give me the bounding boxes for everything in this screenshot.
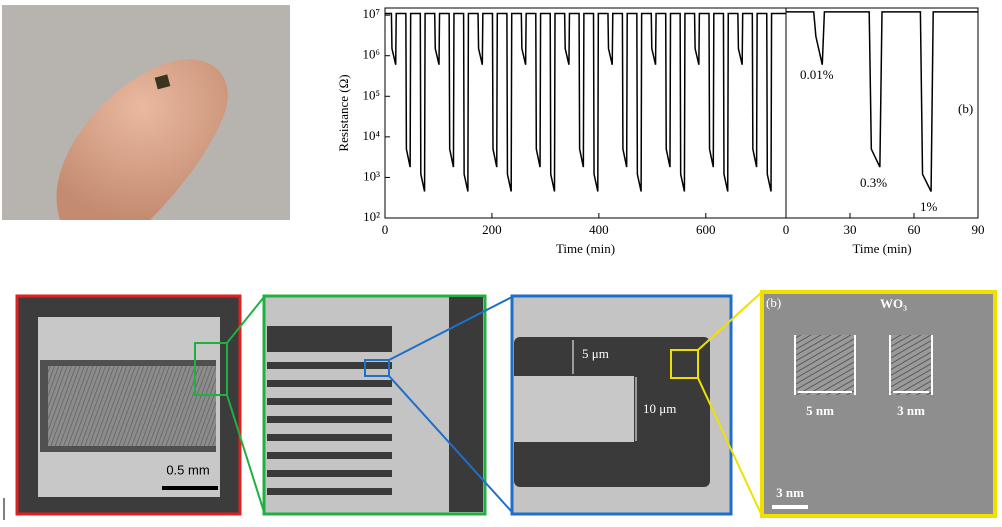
fringe-label: 5 nm — [806, 403, 834, 418]
data-line — [786, 11, 978, 192]
x-axis-label: Time (min) — [852, 241, 911, 256]
panel-label: (b) — [766, 295, 781, 310]
x-tick-label: 400 — [589, 222, 609, 237]
x-tick-label: 60 — [908, 222, 921, 237]
annotation: 0.3% — [860, 175, 887, 190]
y-tick-label: 10⁷ — [362, 6, 380, 21]
y-axis-label: Resistance (Ω) — [336, 74, 351, 151]
scale-bar-label: 0.5 mm — [166, 462, 209, 477]
x-tick-label: 90 — [972, 222, 985, 237]
scale-bar-label: 3 nm — [776, 485, 804, 500]
y-tick-label: 10⁶ — [362, 47, 380, 62]
tem-yellow: (b) WO₃ 5 nm 3 nm 3 nm — [760, 290, 997, 518]
gap-label: 5 μm — [582, 346, 609, 361]
sem-green — [262, 294, 487, 516]
data-line — [385, 12, 786, 192]
y-tick-label: 10² — [363, 209, 380, 224]
photo — [2, 5, 290, 221]
sem-blue: 5 μm 10 μm — [510, 294, 733, 516]
sem-red: 0.5 mm — [15, 294, 242, 516]
plot-frame — [384, 7, 787, 219]
x-tick-label: 600 — [696, 222, 716, 237]
x-tick-label: 30 — [844, 222, 857, 237]
annotation: 1% — [920, 199, 938, 214]
x-axis-label: Time (min) — [556, 241, 615, 256]
x-tick-label: 0 — [783, 222, 790, 237]
x-tick-label: 200 — [482, 222, 502, 237]
x-tick-label: 0 — [382, 222, 389, 237]
material-label: WO₃ — [880, 296, 907, 311]
annotation: (b) — [958, 101, 973, 116]
plot-frame — [785, 7, 979, 219]
annotation: 0.01% — [800, 67, 834, 82]
y-tick-label: 10⁴ — [362, 128, 380, 143]
width-label: 10 μm — [643, 401, 676, 416]
fringe-label: 3 nm — [897, 403, 925, 418]
y-tick-label: 10⁵ — [362, 87, 380, 102]
y-tick-label: 10³ — [363, 168, 380, 183]
